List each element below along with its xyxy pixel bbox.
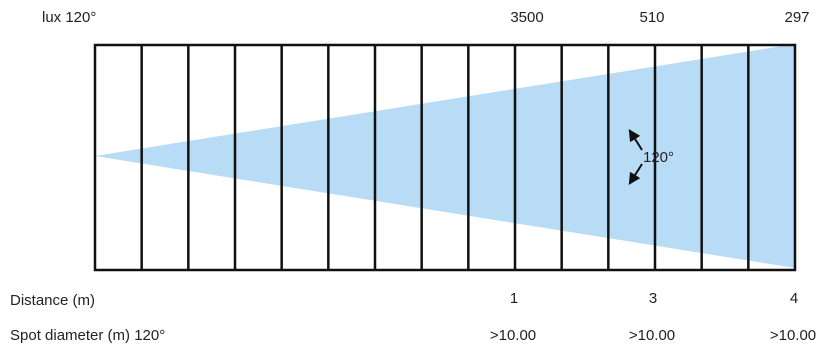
spot-diameter-value: >10.00 bbox=[490, 327, 536, 344]
lux-label: lux 120° bbox=[42, 9, 96, 26]
lux-value: 297 bbox=[784, 9, 809, 26]
distance-value: 4 bbox=[790, 290, 798, 307]
distance-value: 3 bbox=[649, 290, 657, 307]
angle-arrow bbox=[628, 128, 643, 151]
spot-diameter-value: >10.00 bbox=[770, 327, 816, 344]
grid-frame bbox=[93, 43, 797, 272]
grid bbox=[93, 43, 797, 272]
spot-diameter-value: >10.00 bbox=[629, 327, 675, 344]
lux-value: 510 bbox=[639, 9, 664, 26]
spot-diameter-label: Spot diameter (m) 120° bbox=[10, 327, 165, 344]
beam-angle-label: 120° bbox=[643, 149, 674, 166]
lux-value: 3500 bbox=[510, 9, 543, 26]
distance-value: 1 bbox=[510, 290, 518, 307]
beam-cone bbox=[95, 44, 795, 268]
distance-label: Distance (m) bbox=[10, 292, 95, 309]
angle-arrow bbox=[628, 163, 643, 186]
